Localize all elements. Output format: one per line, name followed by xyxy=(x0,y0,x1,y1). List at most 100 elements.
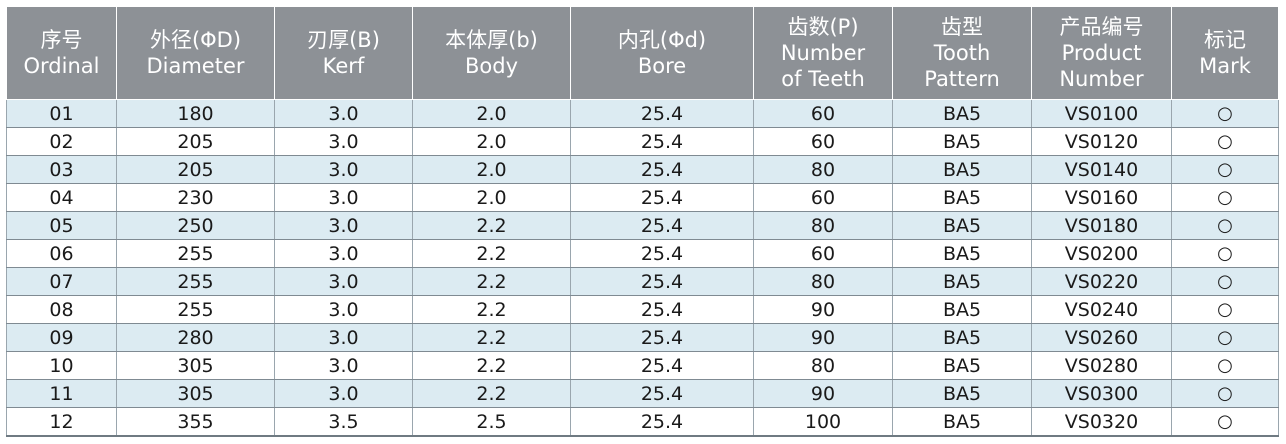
column-header-line: 产品编号 xyxy=(1059,15,1144,39)
column-header-line: 标记 xyxy=(1204,28,1246,52)
table-row: 12 355 3.5 2.5 25.4 100 BA5 VS0320 ○ xyxy=(6,407,1279,437)
cell-tooth-pattern: BA5 xyxy=(892,211,1032,240)
cell-mark: ○ xyxy=(1171,295,1279,324)
cell-tooth-pattern: BA5 xyxy=(892,239,1032,268)
table-row: 06 255 3.0 2.2 25.4 60 BA5 VS0200 ○ xyxy=(6,239,1279,268)
cell-bore: 25.4 xyxy=(570,99,754,128)
cell-ordinal: 10 xyxy=(6,351,117,380)
cell-ordinal: 07 xyxy=(6,267,117,296)
cell-number-of-teeth: 60 xyxy=(753,239,893,268)
cell-body: 2.2 xyxy=(412,267,571,296)
cell-kerf: 3.0 xyxy=(274,351,413,380)
cell-mark: ○ xyxy=(1171,267,1279,296)
cell-product-number: VS0320 xyxy=(1031,407,1172,437)
cell-bore: 25.4 xyxy=(570,407,754,437)
cell-number-of-teeth: 90 xyxy=(753,295,893,324)
cell-number-of-teeth: 100 xyxy=(753,407,893,437)
cell-ordinal: 02 xyxy=(6,127,117,156)
column-header-line: 刃厚(B) xyxy=(307,28,380,52)
column-header-line: Pattern xyxy=(924,67,1000,91)
cell-kerf: 3.0 xyxy=(274,323,413,352)
cell-mark: ○ xyxy=(1171,351,1279,380)
saw-blade-spec-table: 序号 Ordinal 外径(ΦD) Diameter 刃厚(B) Kerf 本体厚(b) Bo… xyxy=(6,6,1279,437)
cell-body: 2.2 xyxy=(412,379,571,408)
cell-mark: ○ xyxy=(1171,127,1279,156)
cell-body: 2.2 xyxy=(412,211,571,240)
cell-bore: 25.4 xyxy=(570,127,754,156)
cell-body: 2.0 xyxy=(412,183,571,212)
cell-mark: ○ xyxy=(1171,379,1279,408)
cell-product-number: VS0260 xyxy=(1031,323,1172,352)
column-header-bore: 内孔(Φd) Bore xyxy=(570,6,754,100)
cell-number-of-teeth: 60 xyxy=(753,183,893,212)
cell-body: 2.0 xyxy=(412,127,571,156)
cell-mark: ○ xyxy=(1171,407,1279,437)
table-row: 02 205 3.0 2.0 25.4 60 BA5 VS0120 ○ xyxy=(6,127,1279,156)
cell-product-number: VS0180 xyxy=(1031,211,1172,240)
cell-bore: 25.4 xyxy=(570,323,754,352)
cell-body: 2.0 xyxy=(412,155,571,184)
cell-product-number: VS0120 xyxy=(1031,127,1172,156)
cell-bore: 25.4 xyxy=(570,183,754,212)
cell-tooth-pattern: BA5 xyxy=(892,127,1032,156)
table-row: 07 255 3.0 2.2 25.4 80 BA5 VS0220 ○ xyxy=(6,267,1279,296)
cell-ordinal: 04 xyxy=(6,183,117,212)
cell-kerf: 3.0 xyxy=(274,211,413,240)
cell-product-number: VS0100 xyxy=(1031,99,1172,128)
column-header-tooth-pattern: 齿型 Tooth Pattern xyxy=(892,6,1032,100)
cell-diameter: 250 xyxy=(116,211,275,240)
cell-tooth-pattern: BA5 xyxy=(892,267,1032,296)
cell-kerf: 3.0 xyxy=(274,267,413,296)
cell-ordinal: 01 xyxy=(6,99,117,128)
cell-diameter: 305 xyxy=(116,351,275,380)
header-row: 序号 Ordinal 外径(ΦD) Diameter 刃厚(B) Kerf 本体厚(b) Bo… xyxy=(6,6,1279,100)
table-row: 10 305 3.0 2.2 25.4 80 BA5 VS0280 ○ xyxy=(6,351,1279,380)
cell-tooth-pattern: BA5 xyxy=(892,99,1032,128)
cell-diameter: 230 xyxy=(116,183,275,212)
table-row: 11 305 3.0 2.2 25.4 90 BA5 VS0300 ○ xyxy=(6,379,1279,408)
cell-tooth-pattern: BA5 xyxy=(892,407,1032,437)
cell-number-of-teeth: 80 xyxy=(753,267,893,296)
cell-product-number: VS0160 xyxy=(1031,183,1172,212)
cell-mark: ○ xyxy=(1171,183,1279,212)
column-header-mark: 标记 Mark xyxy=(1171,6,1279,100)
cell-bore: 25.4 xyxy=(570,239,754,268)
cell-ordinal: 12 xyxy=(6,407,117,437)
column-header-line: Tooth xyxy=(933,41,991,65)
cell-tooth-pattern: BA5 xyxy=(892,379,1032,408)
table-body: 01 180 3.0 2.0 25.4 60 BA5 VS0100 ○ 02 205 3.0 2.0 25… xyxy=(6,99,1279,437)
column-header-line: Bore xyxy=(637,54,687,78)
cell-diameter: 255 xyxy=(116,239,275,268)
cell-tooth-pattern: BA5 xyxy=(892,183,1032,212)
column-header-product-number: 产品编号 Product Number xyxy=(1031,6,1172,100)
cell-body: 2.5 xyxy=(412,407,571,437)
cell-kerf: 3.0 xyxy=(274,127,413,156)
cell-ordinal: 11 xyxy=(6,379,117,408)
cell-ordinal: 03 xyxy=(6,155,117,184)
cell-tooth-pattern: BA5 xyxy=(892,295,1032,324)
cell-product-number: VS0220 xyxy=(1031,267,1172,296)
cell-body: 2.2 xyxy=(412,323,571,352)
cell-diameter: 255 xyxy=(116,267,275,296)
cell-body: 2.0 xyxy=(412,99,571,128)
cell-kerf: 3.0 xyxy=(274,183,413,212)
cell-product-number: VS0200 xyxy=(1031,239,1172,268)
column-header-line: 内孔(Φd) xyxy=(617,28,707,52)
cell-kerf: 3.0 xyxy=(274,155,413,184)
cell-bore: 25.4 xyxy=(570,211,754,240)
column-header-line: Number xyxy=(780,41,866,65)
cell-mark: ○ xyxy=(1171,323,1279,352)
cell-tooth-pattern: BA5 xyxy=(892,155,1032,184)
spec-table-container: 序号 Ordinal 外径(ΦD) Diameter 刃厚(B) Kerf 本体厚(b) Bo… xyxy=(6,6,1279,437)
cell-ordinal: 09 xyxy=(6,323,117,352)
table-row: 04 230 3.0 2.0 25.4 60 BA5 VS0160 ○ xyxy=(6,183,1279,212)
cell-diameter: 255 xyxy=(116,295,275,324)
column-header-line: of Teeth xyxy=(781,67,865,91)
cell-ordinal: 06 xyxy=(6,239,117,268)
cell-diameter: 205 xyxy=(116,127,275,156)
cell-bore: 25.4 xyxy=(570,379,754,408)
table-header: 序号 Ordinal 外径(ΦD) Diameter 刃厚(B) Kerf 本体厚(b) Bo… xyxy=(6,6,1279,100)
cell-number-of-teeth: 90 xyxy=(753,379,893,408)
table-row: 08 255 3.0 2.2 25.4 90 BA5 VS0240 ○ xyxy=(6,295,1279,324)
column-header-line: Body xyxy=(464,54,518,78)
